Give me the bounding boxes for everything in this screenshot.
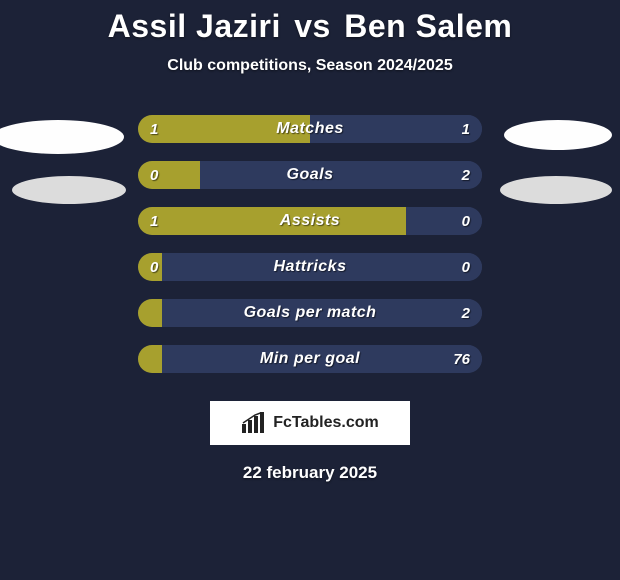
stat-bar-left [138, 299, 162, 327]
comparison-title: Assil Jaziri vs Ben Salem [0, 8, 620, 45]
stat-value-right: 2 [462, 305, 470, 322]
stat-label: Min per goal [260, 350, 360, 368]
stat-bar-left [138, 161, 200, 189]
stats-list: 1 1 Matches 0 2 Goals 1 0 Assists 0 0 Hattricks 2 Goa… [0, 115, 620, 373]
player2-name: Ben Salem [344, 8, 512, 44]
stat-bar-left [138, 207, 406, 235]
fctables-logo-icon [241, 412, 267, 434]
stat-value-left: 1 [150, 121, 158, 138]
decor-ellipse-left-2 [12, 176, 126, 204]
stat-value-right: 0 [462, 259, 470, 276]
logo-bar: FcTables.com [210, 401, 410, 445]
decor-ellipse-right-2 [500, 176, 612, 204]
stat-label: Goals per match [244, 304, 377, 322]
date: 22 february 2025 [0, 463, 620, 483]
stat-bar-right [200, 161, 482, 189]
stat-bar-left [138, 345, 162, 373]
stat-value-right: 1 [462, 121, 470, 138]
stat-label: Hattricks [274, 258, 347, 276]
stat-row: 1 1 Matches [138, 115, 482, 143]
stat-row: 0 0 Hattricks [138, 253, 482, 281]
stat-label: Matches [276, 120, 344, 138]
subtitle: Club competitions, Season 2024/2025 [0, 57, 620, 75]
stat-value-right: 76 [453, 351, 470, 368]
stat-value-left: 1 [150, 213, 158, 230]
stat-row: 76 Min per goal [138, 345, 482, 373]
stat-label: Goals [287, 166, 334, 184]
stat-row: 1 0 Assists [138, 207, 482, 235]
stat-row: 2 Goals per match [138, 299, 482, 327]
logo-text: FcTables.com [273, 414, 379, 432]
stat-label: Assists [280, 212, 340, 230]
stat-value-left: 0 [150, 259, 158, 276]
stat-row: 0 2 Goals [138, 161, 482, 189]
stat-value-left: 0 [150, 167, 158, 184]
stat-value-right: 0 [462, 213, 470, 230]
stat-value-right: 2 [462, 167, 470, 184]
player1-name: Assil Jaziri [108, 8, 281, 44]
stat-bar-right [406, 207, 482, 235]
vs-text: vs [294, 8, 331, 44]
decor-ellipse-right-1 [504, 120, 612, 150]
